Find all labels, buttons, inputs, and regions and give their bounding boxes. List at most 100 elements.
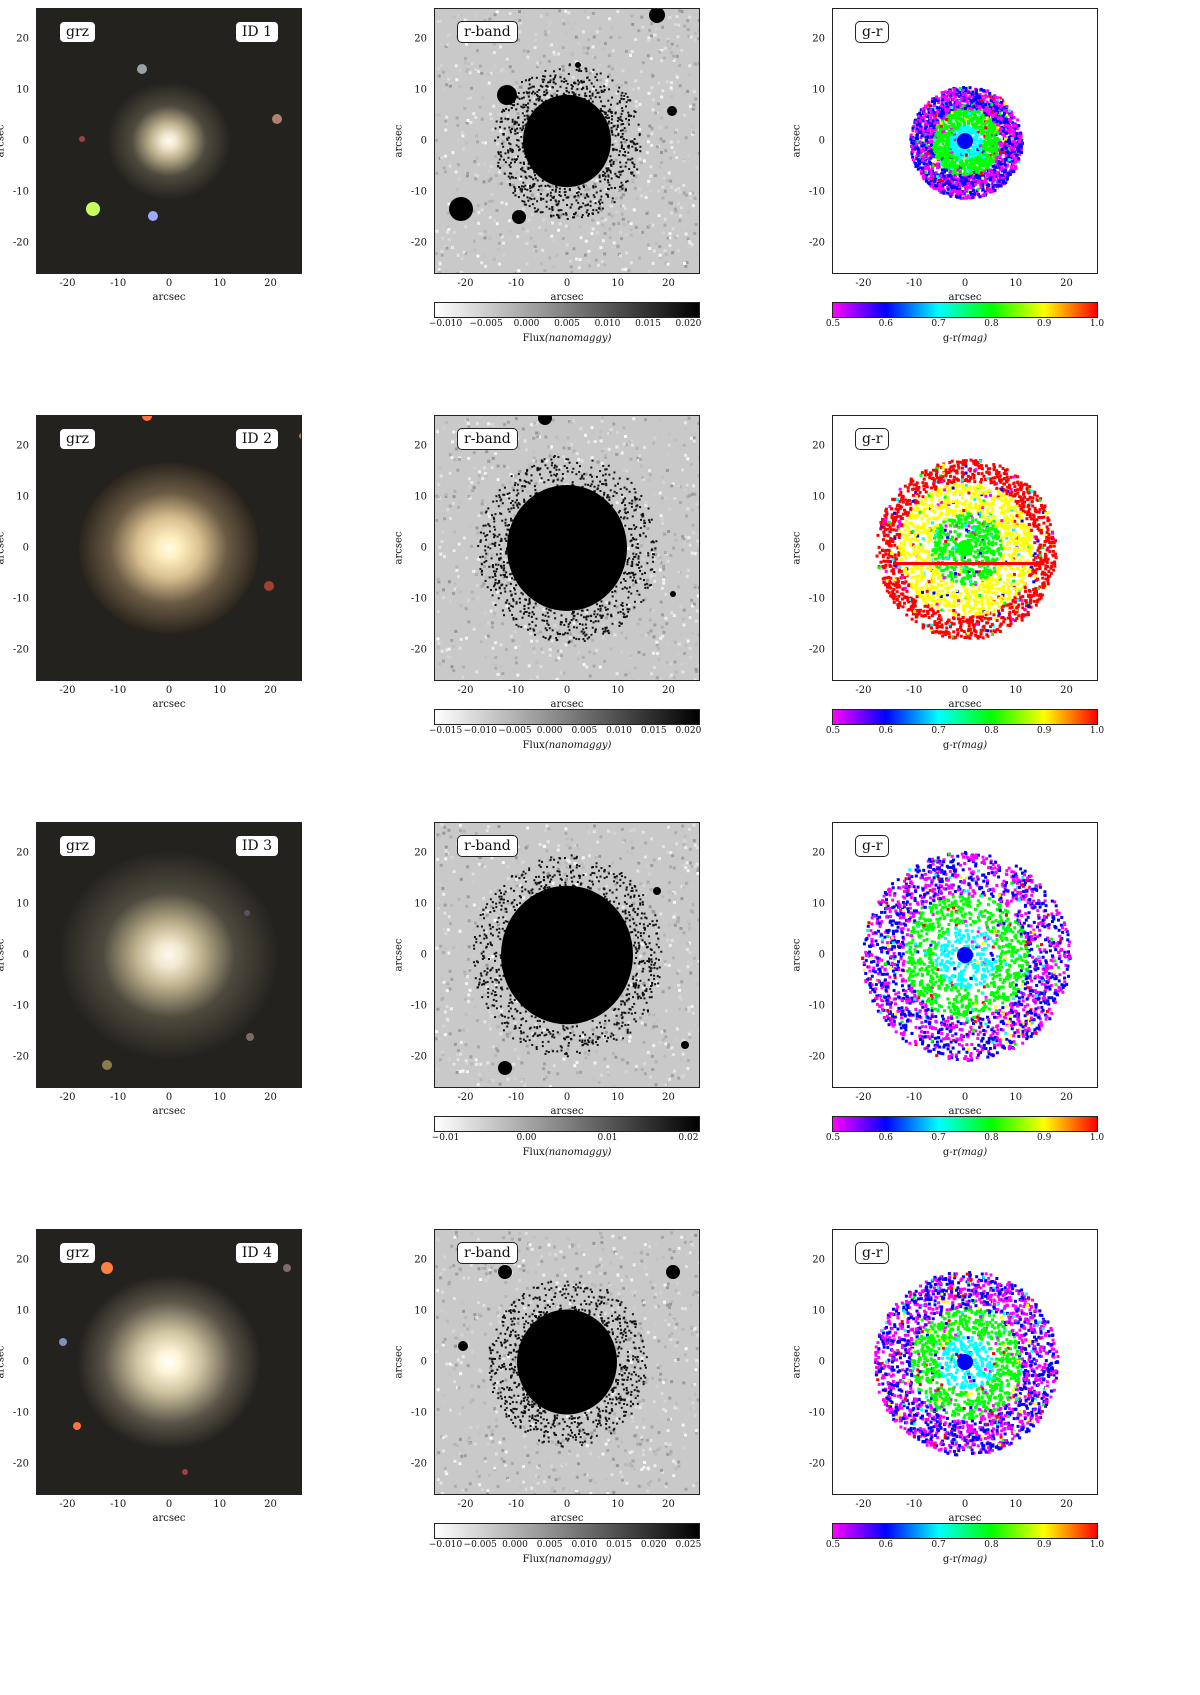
x-tick-label: -10 — [110, 278, 127, 289]
panel-label: r-band — [457, 21, 518, 43]
galaxy — [107, 82, 231, 200]
plot-area — [435, 823, 699, 1087]
galaxy-id-label: ID 3 — [234, 835, 279, 857]
colorbar-label: g-r(mag) — [943, 333, 987, 344]
g-r-colorbar: 0.5 0.6 0.7 0.8 0.9 1.0 g-r(mag) — [826, 1116, 1104, 1158]
plot-area — [37, 1230, 301, 1494]
background-source — [497, 85, 517, 105]
x-tick-label: -20 — [457, 1499, 474, 1510]
background-source — [449, 197, 473, 221]
y-tick-label: 20 — [414, 33, 427, 45]
colorbar-tick-label: 0.5 — [825, 726, 841, 736]
colorbar-tick-label: −0.010 — [428, 1540, 463, 1550]
colorbar-tick-label: 1.0 — [1089, 1133, 1105, 1143]
colorbar-tick-label: 0.000 — [513, 319, 540, 329]
y-tick-label: 10 — [812, 84, 825, 96]
x-tick-label: 10 — [213, 1499, 227, 1510]
rband-plot: r-band -20 -20 -10 -10 0 0 10 10 20 20 arcsec arcsec — [394, 415, 700, 710]
galaxy-core — [957, 540, 973, 556]
galaxy — [77, 1274, 261, 1450]
plot-area — [37, 9, 301, 273]
plot-area — [833, 823, 1097, 1087]
colorbar-tick-label: 0.5 — [825, 1133, 841, 1143]
colorbar-tick-label: 0.7 — [931, 1133, 946, 1143]
y-tick-label: 0 — [818, 1356, 825, 1368]
x-tick-label: 20 — [1060, 685, 1073, 696]
x-tick-label: -20 — [855, 278, 872, 289]
galaxy-core — [957, 133, 973, 149]
background-source — [283, 1264, 291, 1272]
x-tick-label: -10 — [110, 1092, 127, 1103]
x-tick-label: -10 — [906, 1499, 923, 1510]
x-tick-label: -10 — [508, 1499, 525, 1510]
colorbar-tick-label: 0.020 — [675, 319, 702, 329]
y-tick-label: -20 — [410, 237, 427, 249]
x-tick-label: -10 — [906, 1092, 923, 1103]
x-tick-label: 10 — [611, 685, 625, 696]
background-source — [299, 433, 301, 439]
x-tick-label: -20 — [457, 278, 474, 289]
colorbar-tick-label: 0.010 — [606, 726, 632, 736]
x-axis-label: arcsec — [550, 1513, 584, 1524]
x-tick-label: 10 — [213, 278, 227, 289]
x-tick-label: 20 — [264, 278, 277, 289]
x-tick-label: 20 — [264, 1499, 277, 1510]
gr-panel-row-4: g-r -20 -20 -10 -10 0 0 10 10 20 20 arcsec arcsec 0.5… — [792, 1229, 1104, 1565]
x-tick-label: 20 — [1060, 1499, 1073, 1510]
y-tick-label: 10 — [16, 491, 29, 503]
y-tick-label: 0 — [22, 1356, 29, 1368]
panel-label: grz — [59, 21, 97, 43]
x-axis-label: arcsec — [948, 1513, 982, 1524]
y-tick-label: -20 — [410, 1051, 427, 1063]
colorbar-label-text: g-r — [942, 740, 958, 751]
panel-label: g-r — [855, 21, 890, 43]
colorbar-tick-label: 0.02 — [678, 1133, 699, 1143]
y-tick-label: 20 — [812, 440, 825, 452]
plot-area — [435, 9, 699, 273]
y-tick-label: -10 — [12, 1000, 29, 1012]
y-tick-label: 0 — [420, 542, 427, 554]
x-axis-label: arcsec — [948, 1106, 982, 1117]
colorbar-tick-label: 0.005 — [554, 319, 580, 329]
colorbar-tick-label: 0.020 — [675, 726, 702, 736]
background-source — [59, 1338, 67, 1346]
colorbar-tick-label: 0.8 — [984, 1540, 999, 1550]
y-tick-label: 10 — [16, 898, 29, 910]
colorbar-label: Flux(nanomaggy) — [523, 333, 612, 344]
y-tick-label: 0 — [818, 135, 825, 147]
colorbar-tick-label: 0.6 — [878, 1133, 893, 1143]
y-tick-label: -20 — [12, 1051, 29, 1063]
grz-image — [79, 416, 301, 634]
x-tick-label: 10 — [1009, 1092, 1023, 1103]
galaxy-id-label: ID 4 — [234, 1242, 279, 1264]
x-tick-label: 0 — [165, 1499, 173, 1510]
background-source — [102, 1060, 112, 1070]
y-tick-label: -10 — [808, 1000, 825, 1012]
grz-panel-row-4: grz ID 4 -20 -20 -10 -10 0 0 10 10 20 20 arcsec arcse… — [0, 1229, 302, 1524]
y-tick-label: 0 — [420, 949, 427, 961]
colorbar-label-unit: (mag) — [957, 740, 988, 751]
y-tick-label: -10 — [12, 1407, 29, 1419]
grz-image — [59, 850, 279, 1070]
x-axis-label: arcsec — [550, 292, 584, 303]
colorbar-label-text: g-r — [942, 1147, 958, 1158]
x-tick-label: 0 — [961, 278, 969, 289]
grz-plot: grz ID 3 -20 -20 -10 -10 0 0 10 10 20 20 arcsec arcse… — [0, 822, 302, 1117]
background-source — [666, 1265, 680, 1279]
y-axis-label: arcsec — [0, 531, 7, 565]
x-tick-label: 10 — [1009, 685, 1023, 696]
x-tick-label: -10 — [508, 685, 525, 696]
y-tick-label: -20 — [808, 644, 825, 656]
flux-colorbar: −0.01 0.00 0.01 0.02 Flux(nanomaggy) — [432, 1116, 700, 1158]
y-tick-label: -10 — [12, 593, 29, 605]
colorbar-label-text: Flux — [522, 333, 545, 344]
colorbar-tick-label: 0.9 — [1037, 1540, 1052, 1550]
x-tick-label: 10 — [611, 278, 625, 289]
y-tick-label: -10 — [410, 1000, 427, 1012]
y-tick-label: 10 — [414, 898, 427, 910]
background-source — [681, 1041, 689, 1049]
x-tick-label: 20 — [264, 685, 277, 696]
background-source — [137, 64, 147, 74]
y-tick-label: 20 — [16, 1254, 29, 1266]
x-tick-label: 20 — [662, 1499, 675, 1510]
